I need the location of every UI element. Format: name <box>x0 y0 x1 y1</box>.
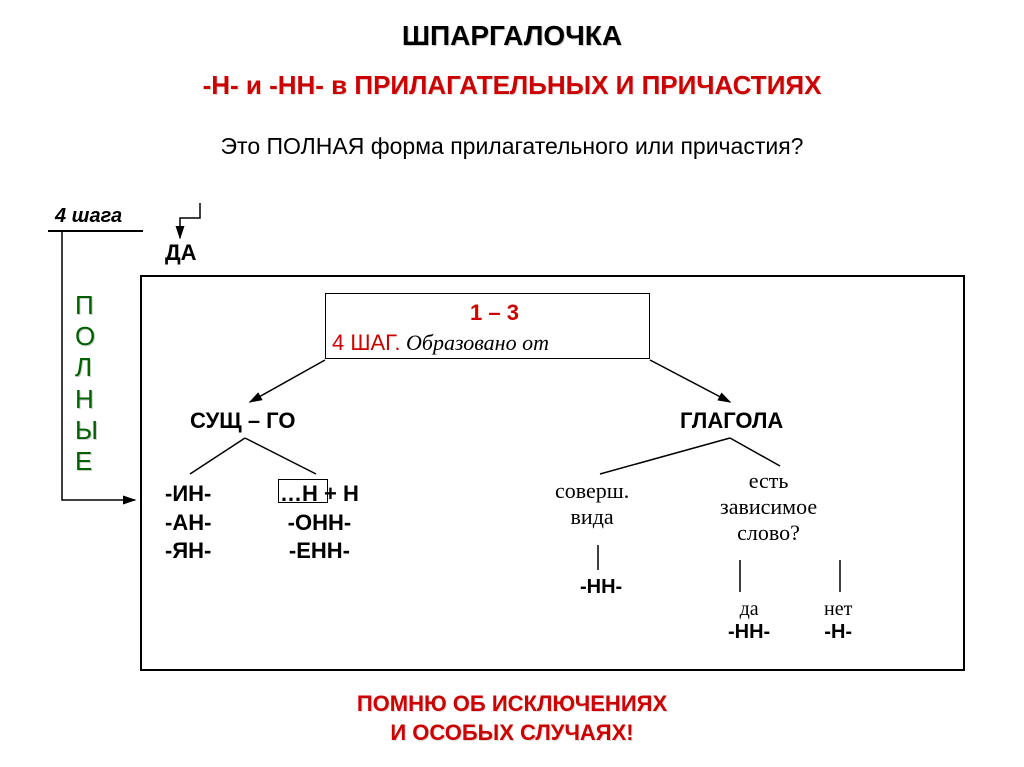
step4-box <box>325 293 650 359</box>
main-subtitle: -Н- и -НН- в ПРИЛАГАТЕЛЬНЫХ И ПРИЧАСТИЯХ <box>0 70 1024 101</box>
n-box <box>278 479 328 503</box>
yes-label: ДА <box>165 240 197 266</box>
net-branch: нет -Н- <box>824 598 852 644</box>
main-title: ШПАРГАЛОЧКА <box>0 0 1024 52</box>
vertical-polnye: П О Л Н Ы Е <box>75 290 98 477</box>
branch-verb: ГЛАГОЛА <box>680 408 783 434</box>
da-branch: да -НН- <box>728 598 770 644</box>
nn-result-1: -НН- <box>580 576 622 599</box>
footer-note: ПОМНЮ ОБ ИСКЛЮЧЕНИЯХ И ОСОБЫХ СЛУЧАЯХ! <box>0 690 1024 747</box>
branch-noun: СУЩ – ГО <box>190 408 295 434</box>
est-zavisimoe: есть зависимое слово? <box>720 468 817 546</box>
soversh-vida: соверш. вида <box>555 478 629 530</box>
steps-label: 4 шага <box>55 205 122 228</box>
suffixes-single-n: -ИН- -АН- -ЯН- <box>165 480 211 566</box>
question-text: Это ПОЛНАЯ форма прилагательного или при… <box>0 133 1024 160</box>
